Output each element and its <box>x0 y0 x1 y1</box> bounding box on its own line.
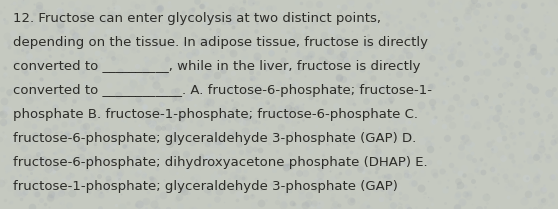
Text: phosphate B. fructose-1-phosphate; fructose-6-phosphate C.: phosphate B. fructose-1-phosphate; fruct… <box>13 108 418 121</box>
Text: depending on the tissue. In adipose tissue, fructose is directly: depending on the tissue. In adipose tiss… <box>13 36 428 49</box>
Text: converted to __________, while in the liver, fructose is directly: converted to __________, while in the li… <box>13 60 421 73</box>
Text: converted to ____________. A. fructose-6-phosphate; fructose-1-: converted to ____________. A. fructose-6… <box>13 84 432 97</box>
Text: fructose-1-phosphate; glyceraldehyde 3-phosphate (GAP): fructose-1-phosphate; glyceraldehyde 3-p… <box>13 180 398 193</box>
Text: fructose-6-phosphate; dihydroxyacetone phosphate (DHAP) E.: fructose-6-phosphate; dihydroxyacetone p… <box>13 156 427 169</box>
Text: fructose-6-phosphate; glyceraldehyde 3-phosphate (GAP) D.: fructose-6-phosphate; glyceraldehyde 3-p… <box>13 132 416 145</box>
Text: 12. Fructose can enter glycolysis at two distinct points,: 12. Fructose can enter glycolysis at two… <box>13 12 381 25</box>
